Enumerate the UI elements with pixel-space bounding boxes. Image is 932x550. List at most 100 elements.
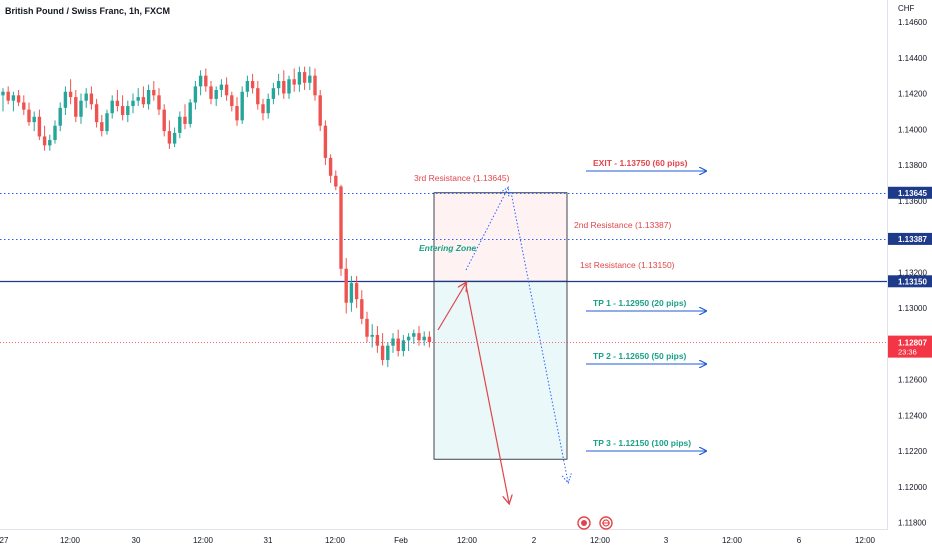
candle-body	[396, 338, 400, 352]
annotation-tp1: TP 1 - 1.12950 (20 pips)	[593, 298, 687, 308]
candle-body	[157, 95, 161, 110]
candle-body	[308, 75, 312, 83]
x-tick-label: 30	[132, 536, 141, 545]
candle-body	[349, 283, 354, 303]
level-price-text: 1.13387	[898, 235, 927, 244]
candle-body	[1, 91, 5, 96]
candle-body	[219, 84, 224, 90]
entry-arrow	[437, 283, 466, 331]
candle-body	[131, 100, 135, 107]
candle-body	[297, 72, 302, 85]
stop-loss-zone[interactable]	[433, 192, 568, 282]
x-tick-label: Feb	[394, 536, 408, 545]
candle-body	[110, 100, 114, 114]
candle-body	[79, 100, 83, 117]
candle-body	[115, 100, 120, 107]
chart-title: British Pound / Swiss Franc, 1h, FXCM	[5, 6, 171, 16]
candle-body	[375, 334, 380, 346]
candle-body	[386, 345, 390, 360]
candle-body	[240, 91, 244, 121]
event-icon-2[interactable]	[599, 516, 613, 530]
candle-body	[120, 106, 125, 115]
y-tick-label: 1.12600	[898, 376, 927, 385]
candle-body	[22, 102, 26, 110]
level-price-text: 1.13645	[898, 189, 927, 198]
candle-body	[37, 116, 42, 137]
candle-body	[204, 75, 208, 87]
level-price-text: 1.13150	[898, 277, 927, 286]
candle-body	[209, 86, 213, 99]
annotation-1st-resistance: 1st Resistance (1.13150)	[580, 260, 675, 270]
candle-body	[32, 116, 36, 123]
candle-body	[302, 72, 307, 83]
candle-body	[63, 91, 68, 108]
candle-body	[391, 338, 395, 346]
take-profit-zone[interactable]	[433, 280, 568, 460]
currency-label: CHF	[898, 4, 915, 13]
y-tick-label: 1.14000	[898, 125, 927, 134]
candle-body	[224, 84, 229, 96]
price-axis[interactable]: 1.14600 1.14400 1.14200 1.14000 1.13800 1.136…	[898, 18, 927, 528]
y-tick-label: 1.14600	[898, 18, 927, 27]
candle-body	[193, 86, 198, 103]
candle-body	[412, 333, 416, 337]
annotation-exit: EXIT - 1.13750 (60 pips)	[593, 158, 688, 168]
candle-body	[344, 268, 348, 303]
candle-body	[6, 91, 10, 101]
annotation-2nd-resistance: 2nd Resistance (1.13387)	[574, 220, 672, 230]
x-tick-label: 31	[264, 536, 273, 545]
candle-body	[188, 102, 192, 124]
x-tick-label: 27	[0, 536, 9, 545]
current-price-tag	[888, 335, 932, 358]
candle-body	[380, 345, 385, 360]
candlestick-series	[1, 66, 432, 368]
candle-body	[214, 89, 218, 99]
x-tick-label: 12:00	[193, 536, 214, 545]
annotation-entering-zone: Entering Zone	[419, 243, 476, 253]
candle-body	[178, 116, 182, 133]
candle-body	[422, 336, 426, 341]
x-tick-label: 12:00	[855, 536, 876, 545]
candle-body	[68, 91, 73, 98]
candle-body	[354, 283, 359, 300]
candle-body	[276, 81, 281, 89]
candle-body	[360, 299, 364, 319]
x-tick-label: 6	[797, 536, 802, 545]
current-price-value: 1.12807	[898, 339, 927, 348]
candle-body	[235, 106, 239, 121]
time-axis[interactable]: 27 12:00 30 12:00 31 12:00 Feb 12:00 2 12:00 3 12:0…	[0, 536, 876, 545]
candle-body	[365, 318, 369, 337]
candle-body	[318, 95, 322, 126]
candle-body	[27, 109, 31, 123]
candle-body	[48, 140, 52, 146]
candle-body	[167, 131, 172, 144]
candle-body	[370, 334, 374, 337]
candle-body	[172, 132, 177, 144]
candle-body	[261, 104, 265, 114]
x-tick-label: 12:00	[722, 536, 743, 545]
resistance-levels[interactable]: 1.13645 1.13387 1.13150	[0, 186, 932, 288]
bullish-reversal-arrow	[510, 191, 568, 482]
candle-body	[100, 122, 104, 132]
candle-body	[53, 125, 57, 141]
y-tick-label: 1.12400	[898, 411, 927, 420]
x-tick-label: 2	[532, 536, 537, 545]
y-tick-label: 1.13000	[898, 304, 927, 313]
candle-body	[339, 186, 343, 269]
candle-body	[89, 93, 94, 105]
x-tick-label: 12:00	[325, 536, 346, 545]
candle-body	[146, 89, 151, 105]
y-tick-label: 1.13600	[898, 197, 927, 206]
y-tick-label: 1.13200	[898, 268, 927, 277]
candle-body	[245, 81, 250, 92]
annotation-3rd-resistance: 3rd Resistance (1.13645)	[414, 173, 510, 183]
candle-body	[323, 125, 328, 158]
event-icon-1[interactable]	[577, 516, 591, 530]
candle-body	[11, 95, 16, 101]
x-tick-label: 12:00	[457, 536, 478, 545]
candle-body	[401, 340, 406, 352]
candle-body	[126, 106, 130, 115]
candle-body	[406, 336, 411, 341]
